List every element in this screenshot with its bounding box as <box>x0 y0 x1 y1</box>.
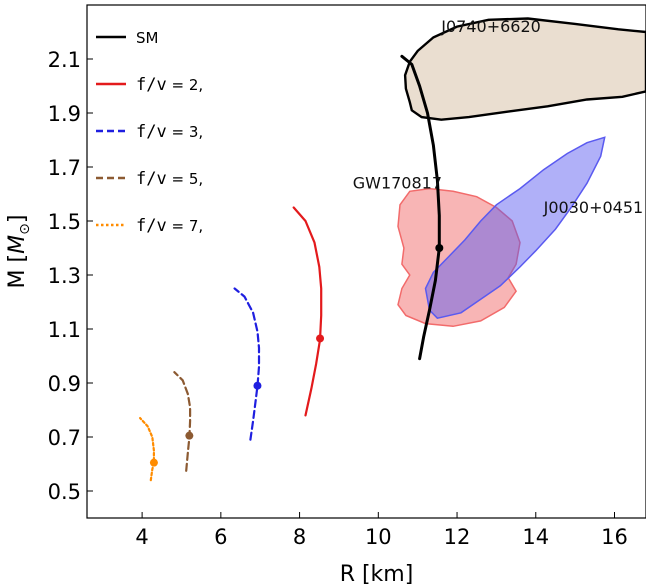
legend-label-3: f/v = 5, <box>136 169 203 189</box>
legend-label-0: SM <box>136 29 158 47</box>
region-label-j0030-0451: J0030+0451 <box>543 198 644 217</box>
x-tick-label: 4 <box>135 525 148 549</box>
y-axis-title-subscript: ⊙ <box>17 223 33 235</box>
region-label-j0740-6620: J0740+6620 <box>440 17 541 36</box>
x-axis-title: R [km] <box>340 562 414 586</box>
legend-label-1: f/v = 2, <box>136 75 203 95</box>
y-tick-label: 1.3 <box>48 264 81 288</box>
region-j0740-6620 <box>403 17 646 121</box>
x-tick-label: 12 <box>444 525 471 549</box>
y-axis-title-symbol: M <box>5 235 30 254</box>
y-axis-title-main: M [ <box>5 254 30 289</box>
series-line-4 <box>139 417 155 482</box>
series-marker-2 <box>253 381 262 390</box>
y-tick-label: 1.9 <box>48 102 81 126</box>
legend: SM f/v = 2, f/v = 3, f/v = 5, f/v = 7, <box>96 29 203 236</box>
legend-label-2: f/v = 3, <box>136 122 203 142</box>
y-tick-label: 2.1 <box>48 48 81 72</box>
x-tick-label: 10 <box>365 525 392 549</box>
series-marker-0 <box>435 244 444 252</box>
x-tick-label: 16 <box>601 525 628 549</box>
x-tick-label: 14 <box>522 525 549 549</box>
series-line-0 <box>400 54 441 361</box>
region-gw170817 <box>397 187 521 328</box>
series-marker-4 <box>149 458 158 467</box>
legend-label-4: f/v = 7, <box>136 216 203 236</box>
series-line-3 <box>173 371 192 472</box>
y-tick-label: 0.7 <box>48 426 81 450</box>
y-axis-ticks: 0.5 0.7 0.9 1.1 1.3 1.5 1.7 1.9 2.1 <box>48 48 93 504</box>
y-tick-label: 1.1 <box>48 318 81 342</box>
plot-frame <box>86 4 646 519</box>
series-curves <box>139 54 441 482</box>
series-marker-3 <box>185 431 194 440</box>
x-axis-ticks: 4 6 8 10 12 14 16 <box>135 512 628 549</box>
x-tick-label: 6 <box>214 525 227 549</box>
constraint-regions <box>397 17 646 328</box>
series-marker-1 <box>316 334 325 343</box>
y-axis-title-close: ] <box>5 215 30 224</box>
series-line-1 <box>292 206 323 417</box>
region-labels: J0740+6620 GW170817 J0030+0451 <box>353 17 643 217</box>
x-tick-label: 8 <box>293 525 306 549</box>
y-tick-label: 0.9 <box>48 372 81 396</box>
series-line-2 <box>233 287 261 441</box>
y-tick-label: 1.7 <box>48 156 81 180</box>
y-tick-label: 1.5 <box>48 210 81 234</box>
region-label-gw170817: GW170817 <box>353 174 442 193</box>
region-j0030-0451 <box>424 136 606 320</box>
y-axis-title: M [M⊙] <box>5 215 33 289</box>
y-tick-label: 0.5 <box>48 480 81 504</box>
series-markers <box>149 244 444 467</box>
